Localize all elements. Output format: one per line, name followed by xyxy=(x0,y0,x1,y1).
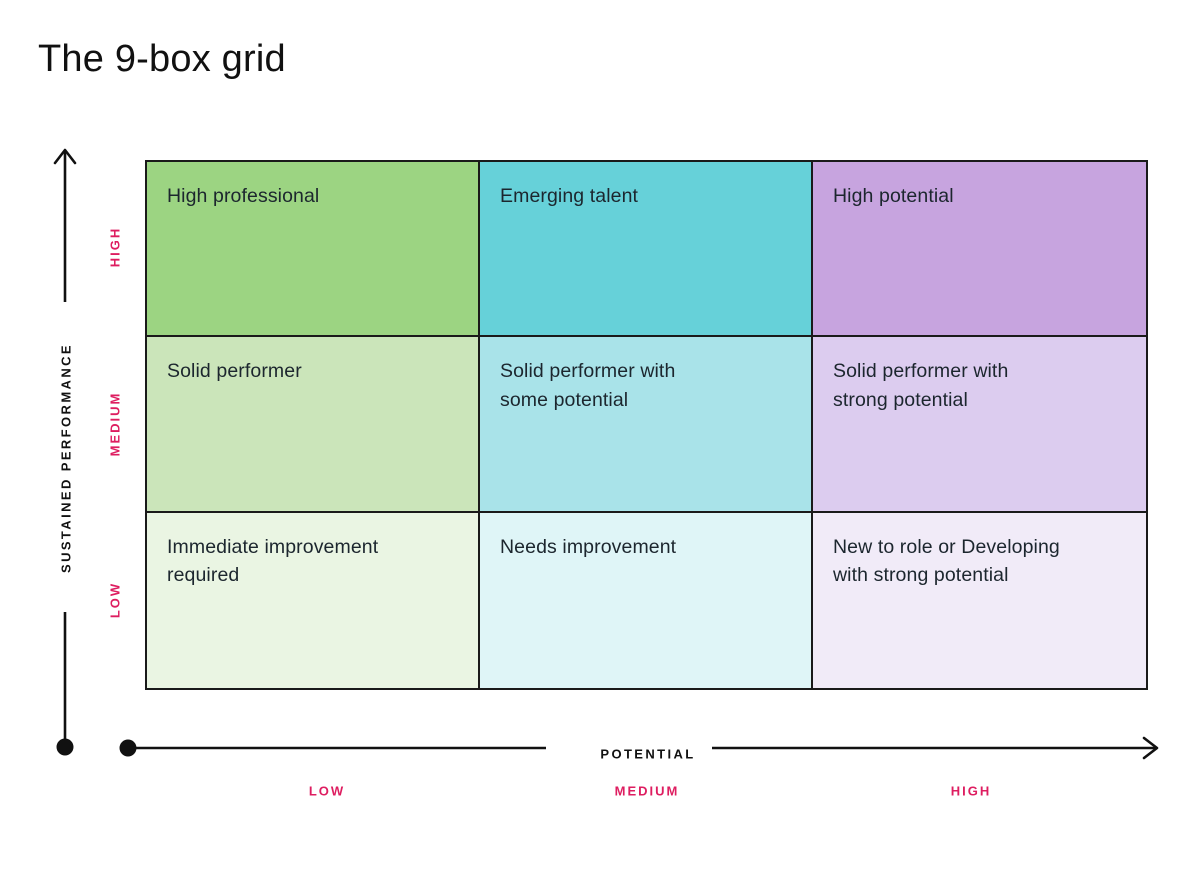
grid-cell-new-to-role: New to role or Developing with strong po… xyxy=(813,512,1146,688)
x-axis-label-high: HIGH xyxy=(950,783,992,799)
y-axis-label-high: HIGH xyxy=(107,226,123,268)
y-axis-label-medium: MEDIUM xyxy=(107,391,123,457)
arrow-right-icon xyxy=(1142,736,1159,760)
cell-label: Solid performer with some potential xyxy=(500,360,676,411)
cell-label: Solid performer with strong potential xyxy=(833,360,1009,411)
x-axis xyxy=(119,736,1159,760)
grid-cell-high-potential: High potential xyxy=(813,162,1146,338)
cell-label: Immediate improvement required xyxy=(167,535,379,586)
cell-label: Emerging talent xyxy=(500,185,639,207)
grid-cell-emerging-talent: Emerging talent xyxy=(480,162,813,338)
cell-label: Solid performer xyxy=(167,360,302,383)
x-axis-label-low: LOW xyxy=(308,783,346,799)
x-axis-label-medium: MEDIUM xyxy=(614,783,680,799)
nine-box-grid: High professional Emerging talent High p… xyxy=(145,160,1148,690)
x-axis-origin-dot xyxy=(119,739,137,757)
y-axis-label-low: LOW xyxy=(107,581,123,619)
cell-label: New to role or Developing with strong po… xyxy=(833,535,1060,586)
grid-cell-solid-performer-strong-potential: Solid performer with strong potential xyxy=(813,337,1146,513)
cell-label: High professional xyxy=(167,185,320,207)
grid-cell-high-professional: High professional xyxy=(147,162,480,338)
grid-cell-immediate-improvement-required: Immediate improvement required xyxy=(147,512,480,688)
grid-cell-solid-performer: Solid performer xyxy=(147,337,480,513)
y-axis xyxy=(53,148,77,756)
arrow-up-icon xyxy=(53,148,77,165)
x-axis-title: POTENTIAL xyxy=(600,746,696,762)
cell-label: High potential xyxy=(833,185,954,207)
grid-cell-needs-improvement: Needs improvement xyxy=(480,512,813,688)
y-axis-title: SUSTAINED PERFORMANCE xyxy=(58,342,74,574)
y-axis-origin-dot xyxy=(56,738,74,756)
page-title: The 9-box grid xyxy=(38,38,286,80)
cell-label: Needs improvement xyxy=(500,535,677,558)
grid-cell-solid-performer-some-potential: Solid performer with some potential xyxy=(480,337,813,513)
